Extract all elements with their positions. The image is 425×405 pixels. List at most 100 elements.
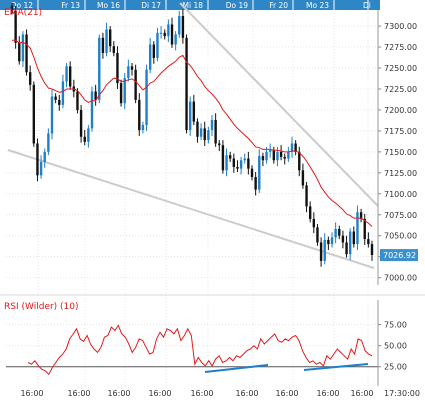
- axes: 7300.00 7275.00 7250.00 7225.00 7200.00 7175.…: [20, 10, 420, 398]
- time-tick-label: 16:00: [275, 389, 298, 398]
- time-tick-label: 16:00: [67, 389, 90, 398]
- time-tick-label: 16:00: [190, 389, 213, 398]
- grid-lines: [0, 10, 425, 386]
- candle-body: [76, 91, 79, 110]
- rsi-support-line: [204, 364, 269, 373]
- candle-body: [356, 212, 359, 245]
- time-tick-label: 16:00: [107, 389, 130, 398]
- candle-body: [188, 101, 192, 131]
- current-time-label: 17:30:00: [384, 389, 420, 398]
- candle-body: [236, 166, 239, 169]
- candle-body: [14, 11, 17, 43]
- candle-body: [301, 170, 305, 186]
- candle-body: [156, 32, 159, 58]
- candle-body: [348, 231, 352, 255]
- day-label: Mo 16: [97, 1, 120, 10]
- candle-body: [39, 161, 43, 176]
- price-tick-label: 7250.00: [384, 64, 417, 73]
- price-tick-label: 7125.00: [384, 169, 417, 178]
- upper-trendline: [179, 2, 379, 207]
- candle-body: [352, 231, 356, 245]
- candle-body: [87, 128, 90, 142]
- candle-body: [316, 227, 319, 243]
- candle-body: [181, 16, 185, 38]
- candle-body: [108, 29, 112, 47]
- rsi-tick-label: 50.00: [384, 342, 407, 351]
- candle-body: [228, 155, 232, 159]
- labels: EMA(21) RSI (Wilder) (10): [4, 8, 79, 312]
- rsi-tick-label: 75.00: [384, 321, 407, 330]
- time-tick-label: 16:00: [148, 389, 171, 398]
- candle-body: [334, 229, 337, 238]
- price-tick-label: 7150.00: [384, 148, 417, 157]
- candle-body: [83, 136, 86, 142]
- candlesticks: [10, 2, 374, 267]
- candle-body: [192, 101, 196, 122]
- candle-body: [338, 229, 341, 236]
- candle-body: [261, 156, 265, 161]
- candle-body: [294, 143, 297, 152]
- candle-body: [28, 72, 32, 85]
- candle-body: [138, 99, 141, 131]
- day-label: Mi 18: [183, 1, 204, 10]
- candle-body: [36, 143, 39, 176]
- price-tick-label: 7200.00: [384, 106, 417, 115]
- candle-body: [287, 151, 290, 159]
- time-tick-label: 16:00: [350, 389, 373, 398]
- price-tick-label: 7275.00: [384, 43, 417, 52]
- ema-line: [12, 39, 373, 227]
- candle-body: [65, 66, 68, 82]
- ema-indicator-label: EMA(21): [4, 8, 42, 18]
- candle-body: [32, 84, 36, 144]
- candle-body: [232, 158, 236, 167]
- candle-body: [214, 120, 217, 144]
- candle-body: [199, 128, 203, 137]
- candle-body: [203, 128, 206, 141]
- candle-body: [370, 244, 374, 256]
- price-tick-label: 7300.00: [384, 22, 417, 31]
- candle-body: [290, 143, 294, 152]
- lower-trendline: [7, 149, 375, 269]
- rsi-support-line: [303, 363, 369, 371]
- candle-body: [305, 185, 308, 207]
- candle-body: [341, 235, 345, 243]
- candle-body: [134, 69, 137, 100]
- candle-body: [225, 155, 228, 171]
- ema-line-group: [12, 39, 373, 227]
- candle-body: [79, 109, 83, 137]
- candle-body: [312, 218, 316, 228]
- candle-body: [68, 66, 72, 87]
- candle-body: [363, 218, 366, 240]
- candle-body: [54, 96, 57, 100]
- candle-body: [94, 91, 97, 100]
- candle-body: [50, 96, 54, 134]
- candle-body: [254, 177, 257, 190]
- day-header-bar: Do 12 Fr 13 Mo 16 Di 17 Mi 18 Do 19 Fr 20 Mo 23…: [0, 0, 380, 10]
- candle-body: [105, 29, 108, 53]
- candle-body: [163, 32, 166, 37]
- candle-body: [298, 151, 301, 171]
- time-tick-label: 16:00: [316, 389, 339, 398]
- day-label: Do 12: [11, 1, 34, 10]
- candle-body: [359, 212, 363, 219]
- candle-body: [21, 34, 25, 62]
- candle-body: [239, 160, 243, 169]
- candle-body: [130, 66, 134, 70]
- candle-body: [90, 91, 94, 129]
- candle-body: [345, 242, 348, 255]
- candle-body: [330, 237, 334, 245]
- time-tick-label: 16:00: [235, 389, 258, 398]
- candle-body: [98, 37, 101, 100]
- day-header-background: [0, 0, 380, 10]
- candle-body: [152, 44, 156, 58]
- candle-body: [207, 130, 210, 141]
- candle-body: [196, 121, 199, 137]
- candle-body: [61, 81, 65, 105]
- candle-body: [141, 125, 145, 131]
- rsi-tick-label: 25.00: [384, 363, 407, 372]
- candle-body: [323, 239, 326, 261]
- candle-body: [178, 16, 181, 35]
- candle-body: [327, 239, 330, 245]
- candle-body: [247, 158, 250, 169]
